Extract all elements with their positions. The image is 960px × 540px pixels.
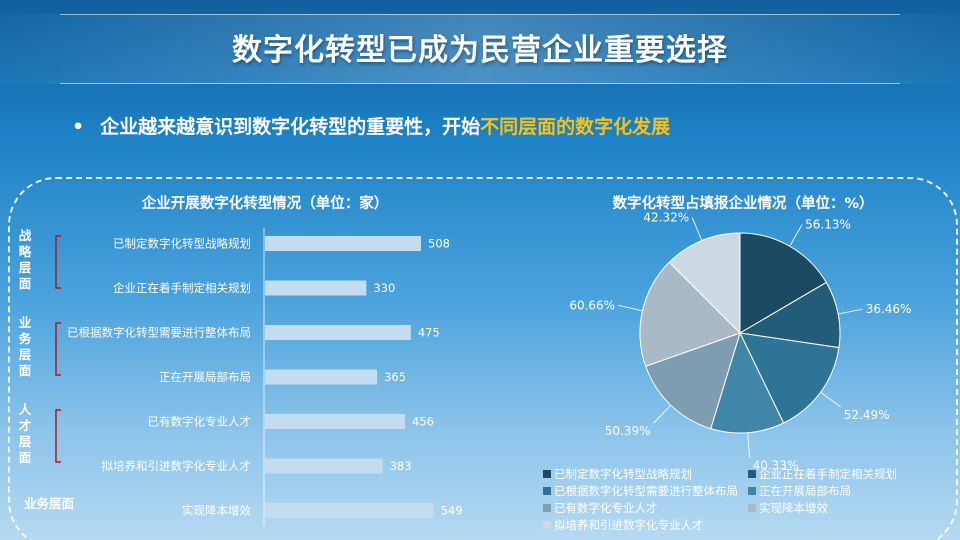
bar-data-label: 508 xyxy=(428,237,450,251)
bullet-text: 企业越来越意识到数字化转型的重要性，开始 xyxy=(100,116,481,138)
group-label-char: 务 xyxy=(19,331,32,346)
legend-swatch xyxy=(543,503,551,512)
bar-category-label: 企业正在着手制定相关规划 xyxy=(113,281,251,295)
group-label-char: 业 xyxy=(19,315,32,330)
legend-item: 实现降本增效 xyxy=(748,500,953,516)
pie-data-label: 42.32% xyxy=(643,211,689,225)
bullet-dot: • xyxy=(72,116,85,138)
pie-slice xyxy=(738,281,841,349)
legend-item: 已根据数字化转型需要进行整体布局 xyxy=(543,483,748,499)
group-label-char: 才 xyxy=(18,418,32,433)
bar-chart-title: 企业开展数字化转型情况（单位：家） xyxy=(141,194,389,212)
pie-legend: 已制定数字化转型战略规划 企业正在着手制定相关规划 已根据数字化转型需要进行整体布局… xyxy=(543,465,953,533)
group-label-char: 面 xyxy=(19,363,32,378)
group-label-char: 人 xyxy=(19,402,32,417)
group-label-char: 面 xyxy=(19,276,32,291)
pie-data-label: 56.13% xyxy=(805,218,851,232)
legend-item: 拟培养和引进数字化专业人才 xyxy=(543,517,755,533)
legend-label: 正在开展局部布局 xyxy=(759,483,851,498)
title-line-top xyxy=(60,14,900,15)
legend-label: 企业正在着手制定相关规划 xyxy=(759,466,897,481)
bar xyxy=(265,280,367,296)
group-label-char: 层 xyxy=(19,347,32,362)
group-label-char: 层 xyxy=(19,434,32,449)
title-line-bottom xyxy=(60,83,900,84)
title-band xyxy=(0,14,960,84)
pie-chart-title: 数字化转型占填报企业情况（单位：%） xyxy=(612,194,873,212)
bar-category-label: 正在开展局部布局 xyxy=(159,370,251,384)
group-label-char: 面 xyxy=(19,450,32,465)
group-bracket xyxy=(55,235,61,289)
legend-label: 实现降本增效 xyxy=(759,500,828,515)
legend-label: 拟培养和引进数字化专业人才 xyxy=(554,517,704,532)
legend-swatch xyxy=(543,520,551,529)
legend-row: 已有数字化专业人才 实现降本增效 xyxy=(543,499,953,516)
bar xyxy=(265,414,406,429)
bar-data-label: 330 xyxy=(373,281,395,295)
bar-category-label: 已有数字化专业人才 xyxy=(148,415,252,429)
legend-item: 已制定数字化转型战略规划 xyxy=(543,466,748,482)
legend-swatch xyxy=(543,486,551,495)
pie-slice xyxy=(739,332,840,424)
bar-data-label: 365 xyxy=(384,370,406,384)
legend-swatch xyxy=(748,503,756,512)
bar xyxy=(265,236,421,251)
legend-item: 已有数字化专业人才 xyxy=(543,500,748,516)
group-label-char: 略 xyxy=(19,244,32,259)
bar-data-label: 383 xyxy=(390,459,412,473)
bar-category-label: 已制定数字化转型战略规划 xyxy=(113,237,251,251)
pie-slice xyxy=(739,232,827,334)
pie-data-label: 36.46% xyxy=(866,302,912,316)
group-bracket xyxy=(55,322,61,376)
bullet-line: • 企业越来越意识到数字化转型的重要性，开始不同层面的数字化发展 xyxy=(72,112,670,139)
legend-item: 企业正在着手制定相关规划 xyxy=(748,466,953,482)
pie-leader-line xyxy=(617,304,643,312)
group-label-char: 层 xyxy=(19,260,32,275)
legend-label: 已制定数字化转型战略规划 xyxy=(554,466,692,481)
pie-leader-line xyxy=(789,224,803,247)
legend-row: 拟培养和引进数字化专业人才 xyxy=(543,516,953,533)
bar-data-label: 475 xyxy=(418,326,440,340)
pie-leader-line xyxy=(653,404,672,424)
group-label-char: 战 xyxy=(19,228,32,243)
bar-category-label: 实现降本增效 xyxy=(182,504,251,518)
pie-data-label: 50.39% xyxy=(605,424,651,438)
legend-item: 正在开展局部布局 xyxy=(748,483,953,499)
page-title: 数字化转型已成为民营企业重要选择 xyxy=(232,33,728,68)
pie-data-label: 40.33% xyxy=(753,459,799,473)
pie-slice xyxy=(710,331,785,434)
bar xyxy=(265,458,383,474)
bar-data-label: 549 xyxy=(441,504,463,518)
pie-leader-line xyxy=(747,432,751,458)
pie-leader-line xyxy=(820,391,842,408)
legend-swatch xyxy=(543,469,551,478)
legend-row: 已根据数字化转型需要进行整体布局 正在开展局部布局 xyxy=(543,482,953,499)
legend-swatch xyxy=(748,486,756,495)
pie-leader-line xyxy=(691,217,703,241)
pie-leader-line xyxy=(838,308,863,315)
bar-data-label: 456 xyxy=(412,415,434,429)
bullet-highlight: 不同层面的数字化发展 xyxy=(480,116,671,138)
bar xyxy=(265,369,378,385)
legend-label: 已有数字化专业人才 xyxy=(554,500,658,515)
bar xyxy=(265,325,411,340)
pie-data-label: 52.49% xyxy=(844,408,890,422)
bar xyxy=(265,503,434,518)
legend-swatch xyxy=(748,469,756,478)
bar-category-label: 拟培养和引进数字化专业人才 xyxy=(102,459,252,473)
legend-row: 已制定数字化转型战略规划 企业正在着手制定相关规划 xyxy=(543,465,953,482)
pie-data-label: 60.66% xyxy=(569,298,615,312)
bar-category-label: 已根据数字化转型需要进行整体布局 xyxy=(67,326,251,340)
group-bracket xyxy=(55,409,61,463)
pie-slice xyxy=(645,332,741,430)
charts-frame xyxy=(8,177,958,540)
legend-label: 已根据数字化转型需要进行整体布局 xyxy=(554,483,738,498)
group-label: 业务层面 xyxy=(24,496,75,511)
